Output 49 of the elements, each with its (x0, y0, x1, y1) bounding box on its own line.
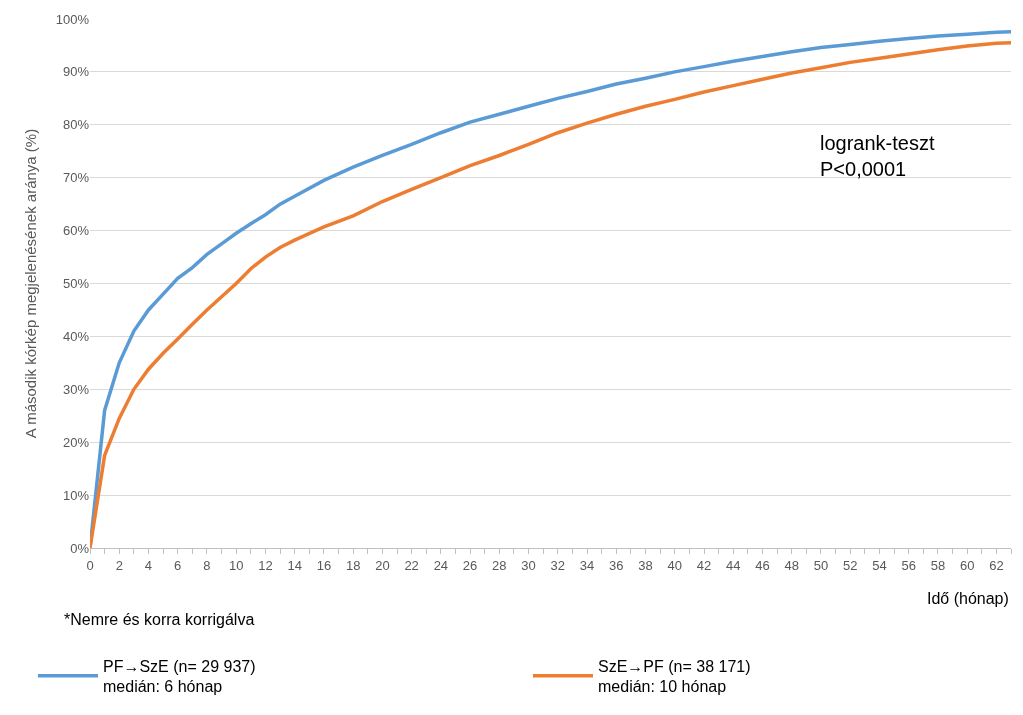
y-tick-label: 100% (55, 11, 90, 27)
x-tick-label: 38 (638, 557, 653, 573)
y-tick-label: 0% (70, 540, 90, 556)
x-tick-label: 0 (86, 557, 94, 573)
y-tick-label: 70% (62, 170, 90, 186)
x-tick-label: 44 (726, 557, 741, 573)
x-tick-label: 34 (579, 557, 595, 573)
x-tick-label: 16 (316, 557, 332, 573)
y-tick-label: 40% (62, 328, 90, 344)
y-tick-label: 90% (62, 64, 90, 80)
y-axis-title: A második kórkép megjelenésének aránya (%) (22, 128, 39, 439)
x-tick-label: 20 (375, 557, 390, 573)
x-tick-label: 46 (755, 557, 770, 573)
x-tick-label: 30 (521, 557, 536, 573)
x-tick-label: 4 (144, 557, 153, 573)
legend-label: PF→SzE (n= 29 937) medián: 6 hónap (103, 657, 256, 696)
x-tick-label: 14 (287, 557, 302, 573)
x-tick-label: 18 (345, 557, 361, 573)
x-tick-label: 42 (696, 557, 712, 573)
x-tick-label: 24 (433, 557, 449, 573)
x-tick-label: 48 (784, 557, 799, 573)
x-tick-label: 12 (258, 557, 273, 573)
text: *Nemre és korra korrigálva (64, 611, 255, 628)
x-tick-label: 28 (492, 557, 507, 573)
y-tick-label: 50% (62, 276, 90, 292)
x-tick-label: 10 (228, 557, 244, 573)
annotation: logrank-teszt P<0,0001 (820, 132, 935, 180)
x-tick-label: 36 (609, 557, 624, 573)
x-tick-label: 8 (203, 557, 211, 573)
x-axis-title: Idő (hónap) (927, 590, 1009, 607)
x-tick-label: 6 (174, 557, 182, 573)
y-tick-label: 20% (62, 434, 90, 450)
y-tick-label: 60% (62, 223, 90, 239)
x-tick-label: 62 (989, 557, 1004, 573)
y-tick-label: 10% (62, 487, 90, 503)
x-tick-label: 60 (959, 557, 975, 573)
legend-label: SzE→PF (n= 38 171) medián: 10 hónap (598, 657, 751, 696)
x-tick-label: 52 (842, 557, 858, 573)
x-tick-label: 50 (813, 557, 829, 573)
y-tick-label: 80% (62, 117, 90, 133)
x-tick-label: 32 (550, 557, 566, 573)
x-tick-label: 40 (667, 557, 682, 573)
x-tick-label: 22 (404, 557, 419, 573)
y-tick-label: 30% (62, 381, 90, 397)
x-tick-label: 54 (872, 557, 887, 573)
x-tick-label: 58 (930, 557, 946, 573)
x-tick-label: 56 (901, 557, 916, 573)
x-tick-label: 2 (115, 557, 123, 573)
x-tick-label: 26 (462, 557, 478, 573)
